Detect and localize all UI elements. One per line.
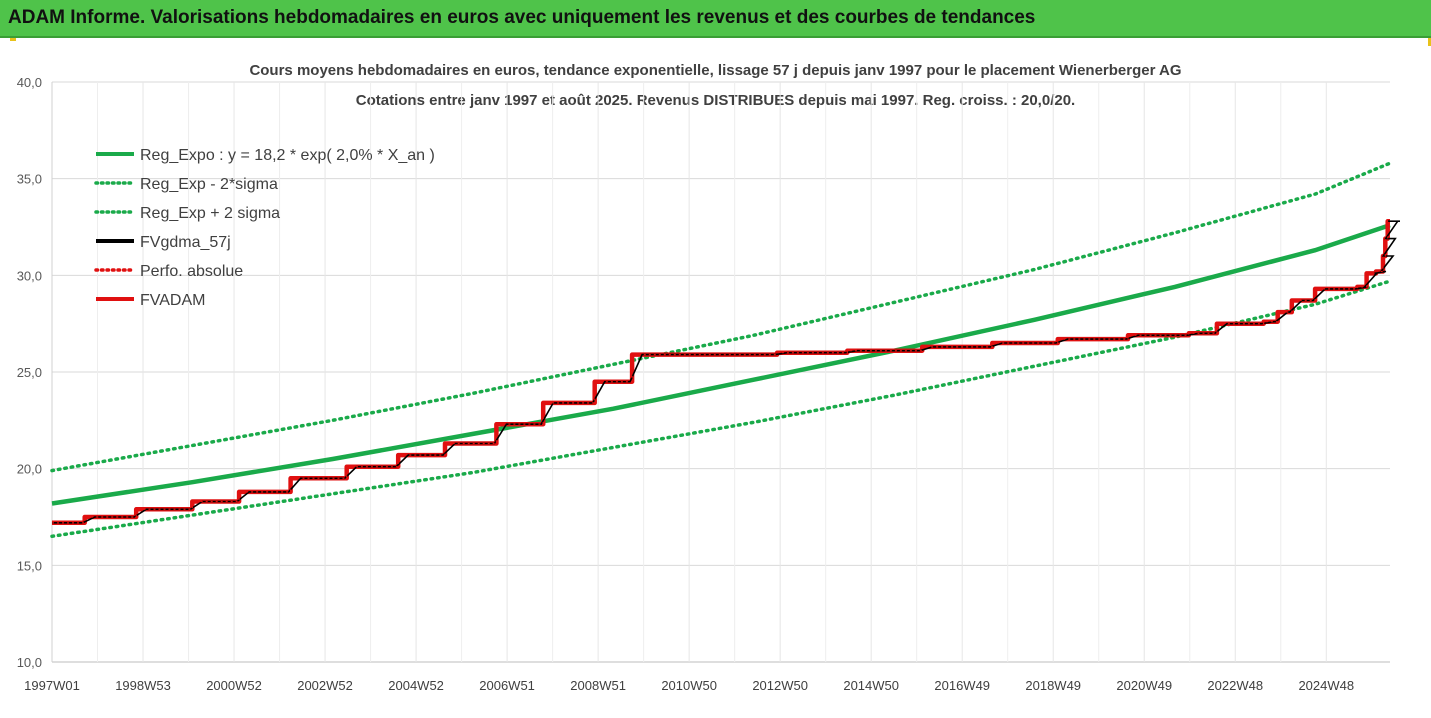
y-tick-label: 10,0	[17, 655, 42, 670]
grid-layer	[51, 81, 1390, 663]
legend-label: FVADAM	[140, 292, 205, 309]
legend-label: Reg_Exp + 2 sigma	[140, 205, 280, 222]
legend-label: Perfo. absolue	[140, 263, 243, 280]
y-tick-label: 20,0	[17, 462, 42, 477]
x-tick-label: 2010W50	[661, 678, 717, 693]
x-tick-label: 1997W01	[24, 678, 80, 693]
x-tick-label: 2000W52	[206, 678, 262, 693]
report-title: ADAM Informe. Valorisations hebdomadaire…	[8, 7, 1036, 28]
x-tick-label: 2020W49	[1116, 678, 1172, 693]
corner-mark-right	[1428, 38, 1431, 46]
corner-mark-left	[10, 38, 16, 41]
series-perfo-absolue	[52, 220, 1390, 524]
x-tick-label: 2008W51	[570, 678, 626, 693]
chart-subtitle: Cotations entre janv 1997 et août 2025. …	[355, 92, 1076, 109]
report-banner: ADAM Informe. Valorisations hebdomadaire…	[0, 0, 1431, 38]
axis-layer: 10,0 15,0 20,0 25,0 30,0 35,0 40,0 1997W01 1998W…	[17, 75, 1354, 693]
legend-label: Reg_Expo : y = 18,2 * exp( 2,0% * X_an )	[140, 147, 435, 164]
x-tick-label: 2004W52	[388, 678, 444, 693]
y-tick-label: 15,0	[17, 558, 42, 573]
series-reg-expo	[51, 222, 1391, 506]
x-tick-label: 2018W49	[1025, 678, 1081, 693]
x-tick-label: 2002W52	[297, 678, 353, 693]
y-tick-label: 30,0	[17, 268, 42, 283]
series-layer	[50, 161, 1400, 539]
legend-label: FVgdma_57j	[140, 234, 231, 251]
legend-layer: Reg_Expo : y = 18,2 * exp( 2,0% * X_an )…	[94, 147, 435, 309]
x-tick-label: 2024W48	[1298, 678, 1354, 693]
chart-title: Cours moyens hebdomadaires en euros, ten…	[249, 62, 1182, 79]
x-tick-label: 2006W51	[479, 678, 535, 693]
x-tick-label: 2012W50	[752, 678, 808, 693]
legend-label: Reg_Exp - 2*sigma	[140, 176, 278, 193]
x-tick-label: 2014W50	[843, 678, 899, 693]
x-tick-label: 2016W49	[934, 678, 990, 693]
x-tick-label: 2022W48	[1207, 678, 1263, 693]
x-tick-label: 1998W53	[115, 678, 171, 693]
y-tick-label: 25,0	[17, 365, 42, 380]
chart-frame: Cours moyens hebdomadaires en euros, ten…	[0, 38, 1431, 718]
series-reg-exp-minus-2sigma	[50, 279, 1392, 539]
y-tick-label: 35,0	[17, 172, 42, 187]
y-tick-label: 40,0	[17, 75, 42, 90]
series-reg-exp-plus-2sigma	[50, 161, 1392, 473]
